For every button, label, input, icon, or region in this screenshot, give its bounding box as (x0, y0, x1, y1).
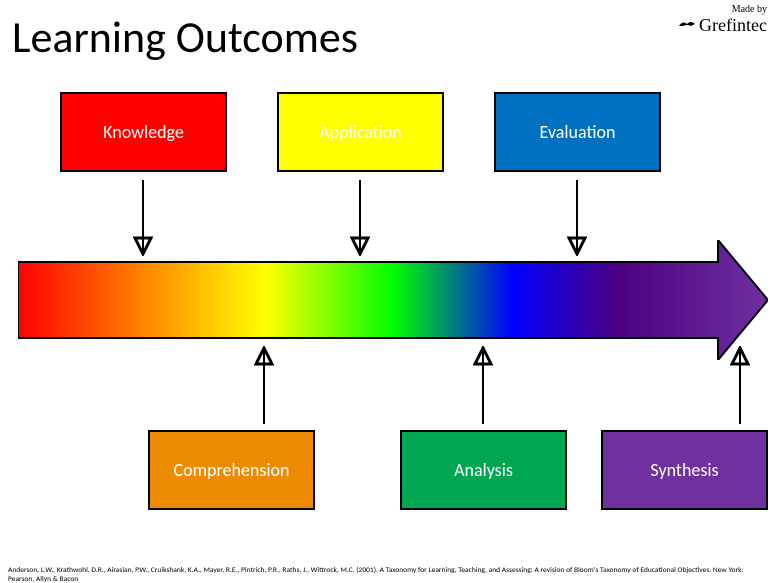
bird-icon (677, 16, 697, 37)
top-box-label: Application (319, 121, 402, 143)
logo-credit: Made by Grefintec (677, 4, 767, 37)
citation-footer: Anderson, L.W., Krathwohl, D.R., Airasia… (8, 566, 768, 583)
bottom-box-label: Synthesis (650, 459, 718, 481)
spectrum-arrow-shape (18, 240, 768, 360)
bottom-box-label: Analysis (454, 459, 513, 481)
bottom-box-label: Comprehension (174, 459, 290, 481)
page-title: Learning Outcomes (12, 10, 358, 64)
logo-text: Grefintec (699, 15, 767, 35)
bottom-box-comprehension: Comprehension (148, 430, 315, 510)
diagram-canvas: Learning Outcomes Made by Grefintec Know… (0, 0, 777, 583)
top-box-label: Evaluation (540, 121, 616, 143)
top-box-evaluation: Evaluation (494, 92, 661, 172)
logo-line2: Grefintec (677, 15, 767, 37)
top-box-knowledge: Knowledge (60, 92, 227, 172)
bottom-box-synthesis: Synthesis (601, 430, 768, 510)
logo-line1: Made by (677, 4, 767, 15)
top-box-application: Application (277, 92, 444, 172)
top-box-label: Knowledge (103, 121, 184, 143)
bottom-box-analysis: Analysis (400, 430, 567, 510)
spectrum-arrow (18, 240, 768, 365)
